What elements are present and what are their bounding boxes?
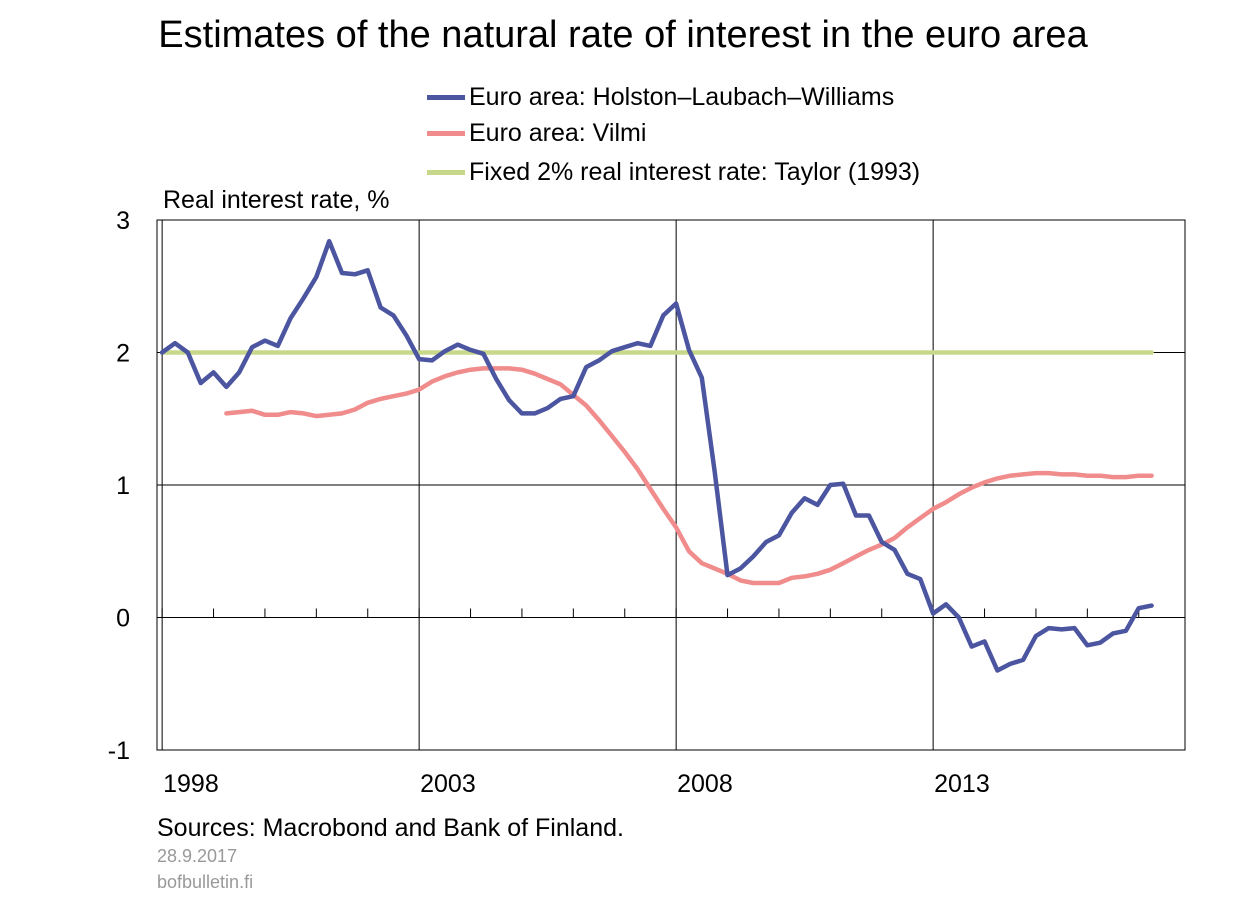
legend-swatch-taylor xyxy=(427,169,465,175)
sources-note: Sources: Macrobond and Bank of Finland. xyxy=(157,814,624,842)
y-tick-label: 2 xyxy=(116,340,130,368)
y-axis-label: Real interest rate, % xyxy=(163,186,390,214)
x-tick-label: 2013 xyxy=(934,770,990,798)
legend-label-taylor: Fixed 2% real interest rate: Taylor (199… xyxy=(469,157,921,186)
y-tick-label: -1 xyxy=(108,737,130,765)
site-note: bofbulletin.fi xyxy=(157,872,254,892)
y-tick-label: 1 xyxy=(116,472,130,500)
legend-item-taylor: Fixed 2% real interest rate: Taylor (199… xyxy=(427,157,920,187)
legend-item-vilmi: Euro area: Vilmi xyxy=(427,118,646,148)
series-line-0 xyxy=(159,238,1154,673)
date-note: 28.9.2017 xyxy=(157,846,238,866)
x-tick-label: 2008 xyxy=(677,770,733,798)
legend-swatch-hlw xyxy=(427,94,465,100)
legend-label-hlw: Euro area: Holston–Laubach–Williams xyxy=(469,82,895,111)
legend-swatch-vilmi xyxy=(427,130,465,136)
series-line-1 xyxy=(224,366,1154,586)
legend-item-hlw: Euro area: Holston–Laubach–Williams xyxy=(427,82,894,112)
x-tick-label: 1998 xyxy=(163,770,219,798)
legend-label-vilmi: Euro area: Vilmi xyxy=(469,118,647,147)
y-tick-label: 0 xyxy=(116,605,130,633)
y-tick-label: 3 xyxy=(116,207,130,235)
chart-title: Estimates of the natural rate of interes… xyxy=(158,14,1088,56)
x-tick-label: 2003 xyxy=(420,770,476,798)
